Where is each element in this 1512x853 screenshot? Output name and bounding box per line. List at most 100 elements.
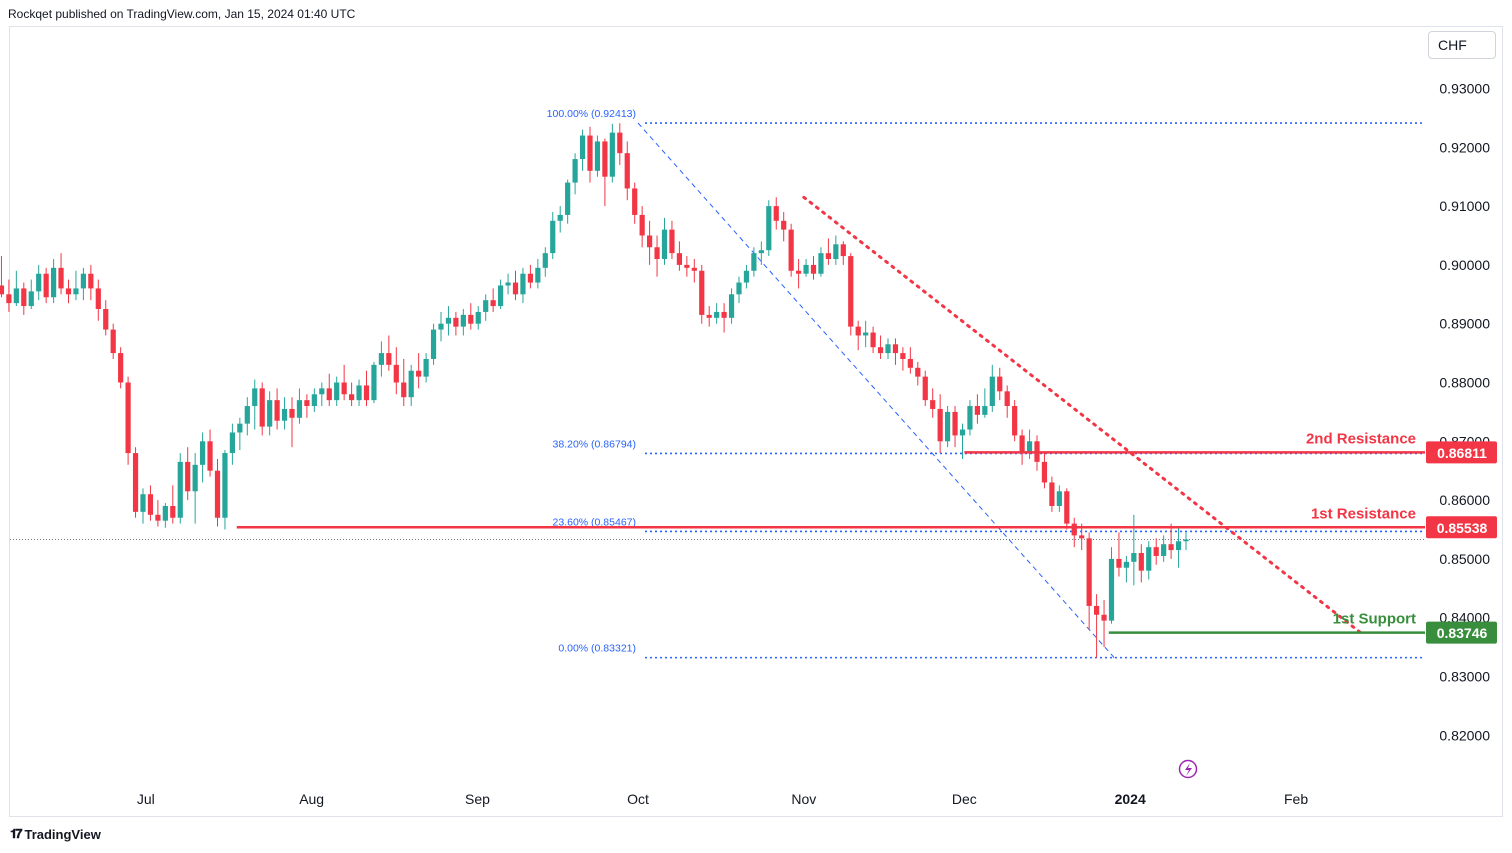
candle-body bbox=[341, 382, 347, 395]
candle-body bbox=[1116, 558, 1122, 568]
candle-body bbox=[177, 461, 183, 518]
candle bbox=[281, 397, 288, 430]
candle bbox=[647, 220, 653, 265]
candle-body bbox=[773, 206, 779, 221]
candle-body bbox=[483, 300, 489, 312]
candle bbox=[140, 488, 146, 524]
candle-body bbox=[65, 288, 72, 295]
candle-body bbox=[1123, 561, 1129, 568]
candle-body bbox=[356, 385, 362, 401]
candle bbox=[661, 217, 668, 265]
candle bbox=[334, 376, 340, 407]
price-tag-label: 0.83746 bbox=[1437, 625, 1488, 641]
candle bbox=[706, 306, 712, 327]
candle bbox=[1161, 535, 1167, 562]
candle bbox=[475, 306, 481, 330]
candle bbox=[296, 388, 303, 424]
candle-body bbox=[512, 282, 519, 295]
candle-body bbox=[371, 364, 377, 401]
candle-body bbox=[877, 347, 884, 354]
candle-body bbox=[1049, 482, 1055, 506]
candle bbox=[132, 447, 139, 518]
candle-body bbox=[818, 253, 824, 274]
candle-body bbox=[274, 400, 280, 421]
candle-body bbox=[147, 494, 154, 515]
candle-body bbox=[1086, 538, 1092, 606]
candle-body bbox=[490, 300, 496, 307]
currency-button[interactable]: CHF bbox=[1428, 31, 1496, 59]
candle-body bbox=[1019, 435, 1025, 454]
candle bbox=[535, 259, 541, 289]
candle bbox=[386, 335, 392, 371]
price-tag-label: 0.86811 bbox=[1437, 445, 1487, 461]
candle-body bbox=[945, 411, 951, 442]
candle bbox=[162, 503, 168, 528]
candle-body bbox=[922, 376, 928, 401]
candle-body bbox=[542, 253, 548, 268]
candle-body bbox=[498, 285, 504, 307]
price-tick-label: 0.85000 bbox=[1439, 551, 1490, 567]
candle bbox=[714, 303, 720, 324]
candle-body bbox=[937, 408, 943, 442]
candle-body bbox=[281, 408, 288, 421]
candle bbox=[639, 206, 645, 248]
candle bbox=[1131, 514, 1137, 586]
candle bbox=[304, 394, 310, 418]
candle bbox=[721, 303, 727, 333]
candle-body bbox=[743, 270, 750, 283]
candle bbox=[349, 382, 355, 407]
fib-level-label: 38.20% (0.86794) bbox=[553, 438, 636, 450]
candle-body bbox=[244, 406, 250, 424]
candle-body bbox=[349, 394, 355, 401]
candle bbox=[855, 320, 861, 351]
candle bbox=[430, 323, 437, 365]
candle bbox=[982, 388, 988, 418]
candle bbox=[736, 276, 742, 304]
candle bbox=[594, 135, 601, 177]
candle-body bbox=[363, 385, 370, 401]
candle-body bbox=[319, 388, 325, 395]
time-tick-label: Jul bbox=[137, 791, 155, 807]
level-label: 1st Support bbox=[1333, 611, 1416, 628]
candle-body bbox=[1064, 491, 1070, 524]
candle-body bbox=[132, 453, 139, 512]
candle bbox=[773, 197, 779, 230]
time-axis: Jul Aug Sep Oct Nov Dec 2024 Feb bbox=[137, 791, 1308, 807]
candle-body bbox=[855, 326, 861, 336]
candle bbox=[1019, 429, 1025, 465]
candle-body bbox=[259, 388, 265, 427]
candle-body bbox=[1108, 558, 1115, 621]
candle bbox=[617, 123, 623, 165]
candle-body bbox=[758, 250, 764, 254]
candle-body bbox=[43, 273, 49, 298]
candle bbox=[997, 367, 1003, 401]
candle bbox=[65, 279, 72, 304]
candle bbox=[21, 282, 27, 315]
candle-body bbox=[1079, 535, 1085, 539]
candle-body bbox=[557, 214, 563, 221]
fib-level-label: 100.00% (0.92413) bbox=[547, 108, 636, 120]
candle bbox=[959, 423, 966, 459]
candle-body bbox=[401, 382, 407, 398]
candle-body bbox=[214, 470, 221, 518]
candle bbox=[1004, 385, 1010, 418]
candle-body bbox=[982, 406, 988, 415]
candle-body bbox=[1131, 553, 1137, 562]
candle-body bbox=[900, 353, 906, 359]
candle bbox=[1175, 526, 1182, 568]
candle-body bbox=[1094, 605, 1100, 615]
candle bbox=[1116, 532, 1122, 577]
candle bbox=[326, 373, 332, 407]
price-tick-label: 0.90000 bbox=[1439, 257, 1490, 273]
time-tick-label: Dec bbox=[952, 791, 977, 807]
candle-body bbox=[334, 382, 340, 401]
tradingview-logo[interactable]: 𝟏𝟕 TradingView bbox=[10, 826, 101, 842]
candle-body bbox=[803, 264, 809, 274]
candle-body bbox=[520, 273, 526, 295]
candle-body bbox=[378, 353, 384, 365]
candle-body bbox=[1101, 614, 1107, 621]
candle-body bbox=[326, 388, 332, 401]
candle-body bbox=[1153, 547, 1159, 556]
candle-body bbox=[1012, 406, 1018, 436]
